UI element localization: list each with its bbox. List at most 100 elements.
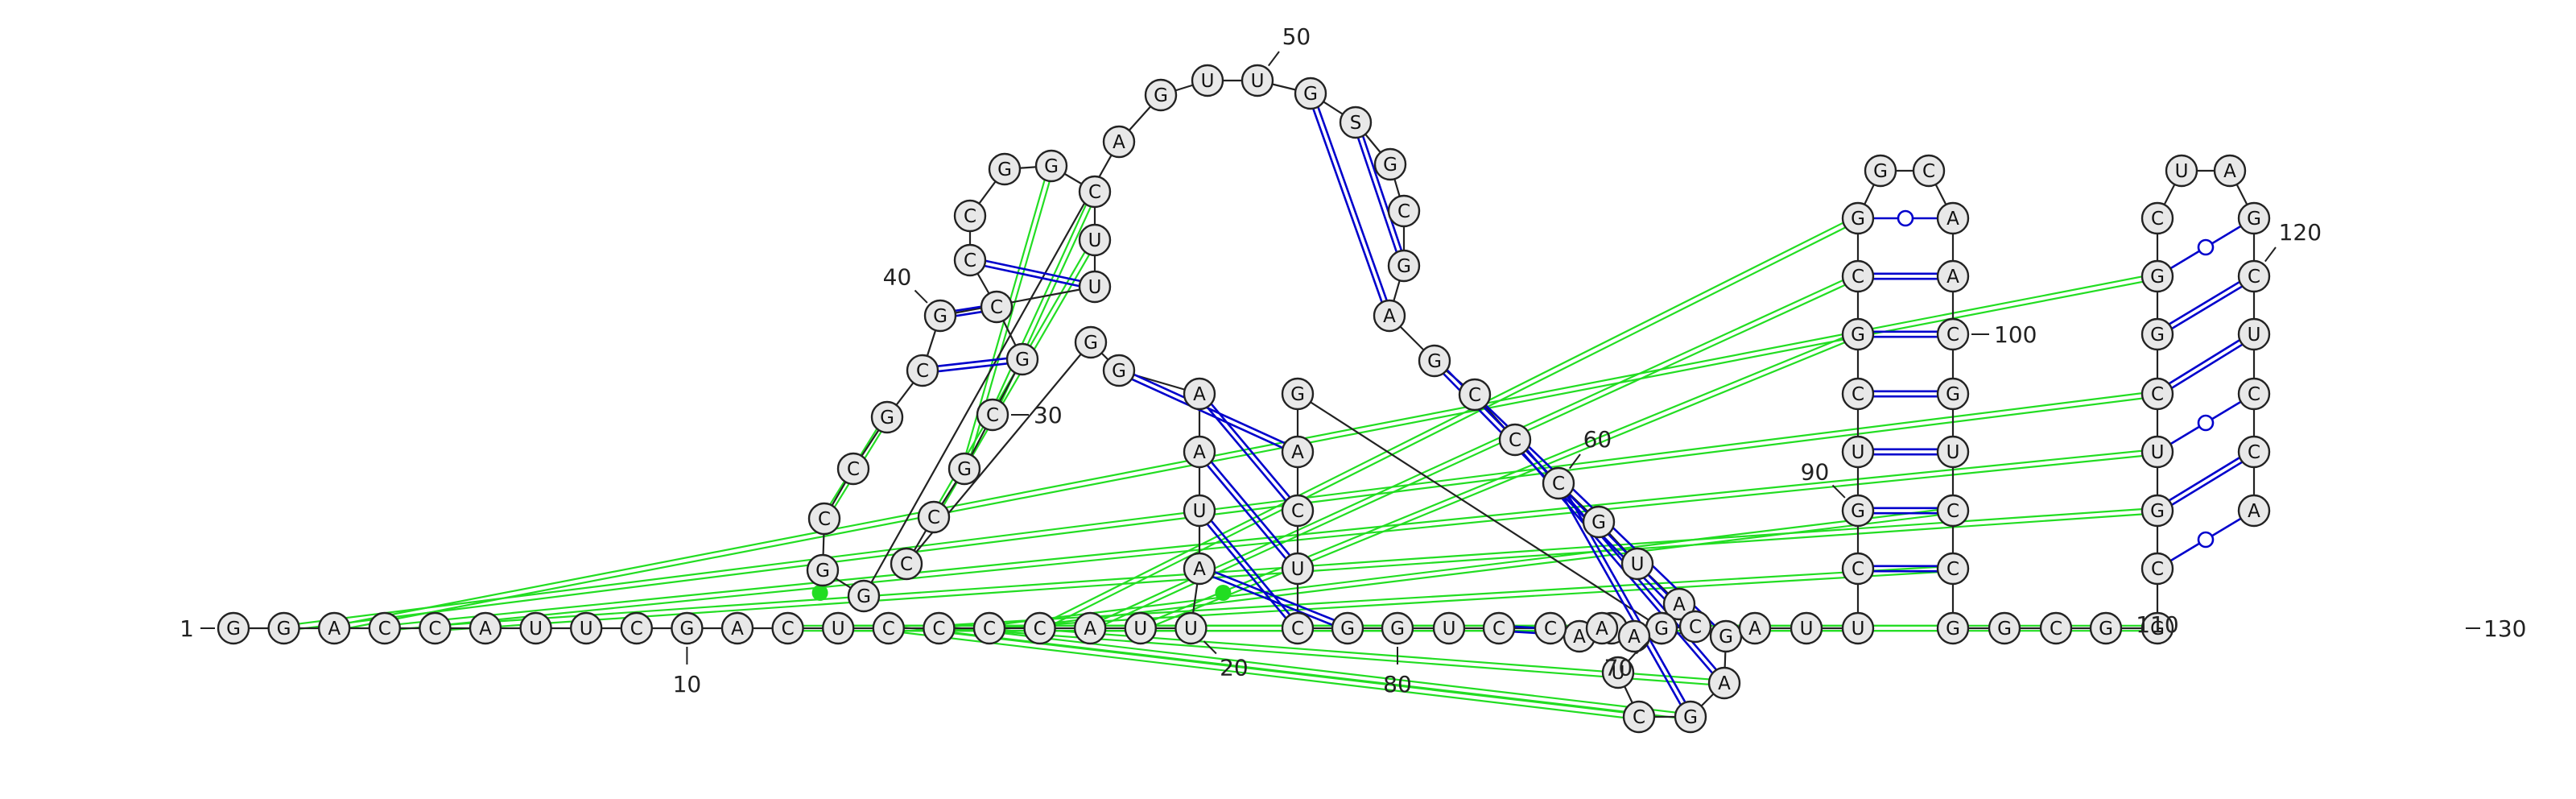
nucleotide-letter: G: [2099, 619, 2113, 640]
nucleotide-letter: A: [1193, 384, 1206, 405]
nucleotide-circle: [1281, 377, 1315, 411]
nucleotide-letter: A: [1291, 442, 1304, 463]
nucleotide-letter: C: [2151, 559, 2164, 580]
nucleotide-circle: [2140, 317, 2174, 351]
nucleotide-letter: C: [630, 619, 643, 640]
nucleotide-letter: G: [1397, 256, 1411, 277]
nucleotide-letter: C: [1397, 201, 1410, 222]
nucleotide-circle: [1073, 611, 1107, 645]
index-label: 10: [673, 647, 701, 698]
nucleotide-letter: A: [1718, 673, 1731, 694]
index-number: 30: [1034, 402, 1063, 428]
index-tick: [1569, 453, 1581, 470]
nucleotide: G: [1841, 201, 1875, 235]
nucleotide-circle: [2140, 259, 2174, 293]
nucleotide: C: [2140, 377, 2174, 411]
tertiary-interaction-line: [1139, 331, 1858, 627]
index-number: 120: [2279, 219, 2322, 246]
base-pair-line: [1356, 121, 1408, 266]
nucleotide-circle: [1498, 423, 1532, 457]
nucleotide: A: [1183, 377, 1216, 411]
index-number: 70: [1604, 654, 1633, 681]
nucleotide-circle: [318, 611, 351, 645]
base-pair-line: [2157, 335, 2256, 397]
nucleotide-circle: [1102, 354, 1136, 387]
tertiary-interaction-line: [888, 630, 1639, 721]
nucleotide-letter: G: [2150, 325, 2165, 346]
nucleotide-letter: U: [1088, 277, 1102, 298]
nucleotide: A: [1585, 611, 1619, 645]
nucleotide-circle: [1936, 435, 1970, 469]
index-label: 1: [180, 615, 215, 642]
nucleotide-letter: S: [1350, 113, 1362, 134]
tertiary-interaction-line: [283, 395, 2158, 632]
nucleotide-letter: C: [964, 206, 976, 227]
nucleotide-circle: [2237, 317, 2271, 351]
nucleotide-letter: G: [679, 619, 694, 640]
nucleotide-circle: [2237, 201, 2271, 235]
nucleotide: G: [2140, 317, 2174, 351]
nucleotide: C: [1498, 423, 1532, 457]
nucleotide: C: [906, 354, 939, 387]
nucleotide-letter: C: [2151, 209, 2164, 230]
nucleotide-letter: A: [2223, 161, 2236, 182]
nucleotide-circle: [2140, 435, 2174, 469]
backbone-segment: [1297, 393, 1662, 629]
index-number: 60: [1583, 426, 1612, 453]
index-label: 40: [883, 264, 928, 304]
nucleotide-letter: G: [1290, 384, 1305, 405]
base-pair-line: [1196, 511, 1297, 631]
nucleotide: U: [1183, 494, 1216, 528]
nucleotide-circle: [947, 452, 981, 486]
nucleotide-letter: A: [1596, 619, 1608, 640]
nucleotide-circle: [1542, 466, 1575, 500]
noncanonical-pair-marker: [2197, 414, 2215, 432]
nucleotide-letter: G: [2150, 619, 2165, 640]
nucleotide-circle: [1241, 64, 1274, 97]
nucleotide: G: [870, 400, 904, 434]
nucleotide-letter: C: [1492, 619, 1505, 640]
nucleotide: U: [1191, 64, 1224, 97]
nucleotide-letter: C: [1468, 385, 1481, 406]
nucleotide-letter: G: [1084, 333, 1098, 354]
nucleotide-circle: [1936, 552, 1970, 586]
nucleotide-letter: A: [1673, 594, 1686, 615]
nucleotide-circle: [419, 611, 452, 645]
nucleotide: G: [806, 553, 840, 587]
nucleotide-letter: C: [1922, 161, 1935, 182]
index-label: 110: [2136, 587, 2179, 638]
nucleotide-circle: [1281, 435, 1315, 469]
tertiary-interaction-dot: [1215, 585, 1232, 601]
nucleotide: U: [1601, 656, 1635, 689]
nucleotide: A: [1073, 611, 1107, 645]
nucleotide-letter: G: [1946, 384, 1960, 405]
nucleotide-letter: C: [847, 459, 860, 480]
nucleotide: C: [917, 500, 951, 534]
nucleotide-circle: [2140, 611, 2174, 645]
nucleotide-letter: C: [378, 619, 391, 640]
nucleotide: G: [1381, 611, 1414, 645]
nucleotide-letter: C: [1552, 474, 1565, 495]
nucleotide: U: [1620, 547, 1654, 581]
nucleotide: G: [1331, 611, 1364, 645]
base-pair-line: [922, 355, 1022, 370]
nucleotide-circle: [1622, 700, 1656, 734]
nucleotide: G: [1281, 377, 1315, 411]
backbone-segment: [863, 141, 1120, 597]
nucleotide-letter: G: [957, 459, 972, 480]
base-pair-line: [2157, 453, 2256, 514]
nucleotide: C: [2140, 552, 2174, 586]
nucleotide-letter: C: [2248, 384, 2260, 405]
base-pair-line: [1196, 453, 1297, 571]
nucleotide-circle: [620, 611, 653, 645]
nucleotide-letter: G: [1383, 155, 1397, 176]
nucleotide: U: [1841, 435, 1875, 469]
base-pair-line: [1119, 366, 1299, 451]
nucleotide-letter: C: [1946, 501, 1959, 522]
nucleotide-letter: A: [2248, 501, 2260, 522]
nucleotide-letter: G: [1591, 512, 1606, 533]
tertiary-interaction-line: [939, 624, 1691, 715]
nucleotide: G: [1674, 700, 1707, 734]
nucleotide-letter: G: [1946, 619, 1960, 640]
base-pair-line: [1352, 122, 1403, 267]
